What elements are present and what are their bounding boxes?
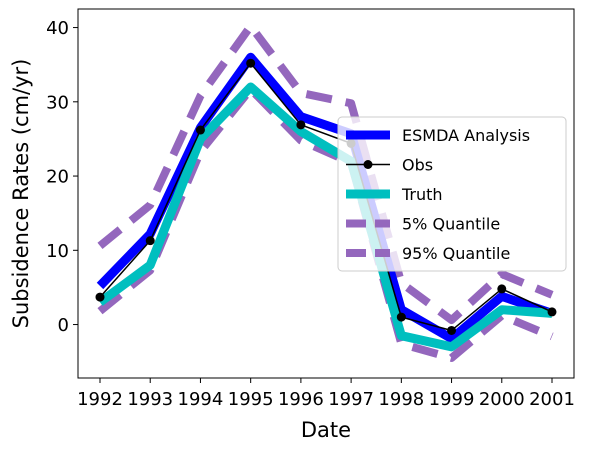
y-tick-label-20: 20 [46, 167, 69, 188]
series-line-95pct-quantile [97, 22, 554, 325]
series-line-obs [99, 62, 553, 332]
data-point-obs-1992 [95, 292, 105, 302]
data-point-obs-1999 [447, 325, 457, 335]
x-tick-label-2001: 2001 [529, 389, 575, 410]
legend-marker-obs [363, 160, 373, 169]
y-tick-label-30: 30 [46, 92, 69, 113]
data-point-obs-1996 [296, 120, 306, 130]
y-axis-title: Subsidence Rates (cm/yr) [9, 59, 33, 329]
series-layer [95, 22, 557, 362]
data-point-obs-2000 [497, 284, 507, 294]
x-tick-label-1997: 1997 [328, 389, 374, 410]
series-line-truth [97, 82, 553, 352]
data-point-obs-1994 [195, 125, 205, 135]
legend-label-obs: Obs [402, 156, 433, 175]
plot-frame [77, 8, 575, 379]
data-point-obs-1998 [396, 312, 406, 322]
x-tick-label-1995: 1995 [228, 389, 274, 410]
y-tick-label-0: 0 [58, 315, 69, 336]
x-tick-label-1992: 1992 [77, 389, 123, 410]
x-tick-label-2000: 2000 [479, 389, 525, 410]
data-point-obs-1995 [246, 58, 256, 68]
legend-label-esmda-analysis: ESMDA Analysis [402, 126, 530, 145]
y-tick-label-40: 40 [46, 18, 69, 39]
legend: ESMDA Analysis Obs Truth 5% Quantile 95% Qua… [337, 116, 567, 272]
data-point-obs-1993 [145, 236, 155, 246]
legend-label-95pct-quantile: 95% Quantile [402, 244, 510, 263]
x-tick-label-1998: 1998 [378, 389, 424, 410]
y-axis: 0 10 20 30 40 [46, 18, 78, 336]
x-tick-label-1999: 1999 [429, 389, 475, 410]
y-tick-label-10: 10 [46, 241, 69, 262]
series-line-esmda-analysis [96, 52, 554, 344]
x-tick-label-1996: 1996 [278, 389, 324, 410]
x-axis: 1992 1993 1994 1995 1996 1997 1998 1999 2000 2001 [77, 378, 575, 410]
x-tick-label-1994: 1994 [178, 389, 224, 410]
legend-label-truth: Truth [401, 185, 443, 204]
x-tick-label-1993: 1993 [127, 389, 173, 410]
legend-box [337, 116, 567, 272]
x-axis-title: Date [301, 418, 351, 442]
legend-label-5pct-quantile: 5% Quantile [402, 215, 500, 234]
data-point-obs-2001 [547, 307, 557, 317]
